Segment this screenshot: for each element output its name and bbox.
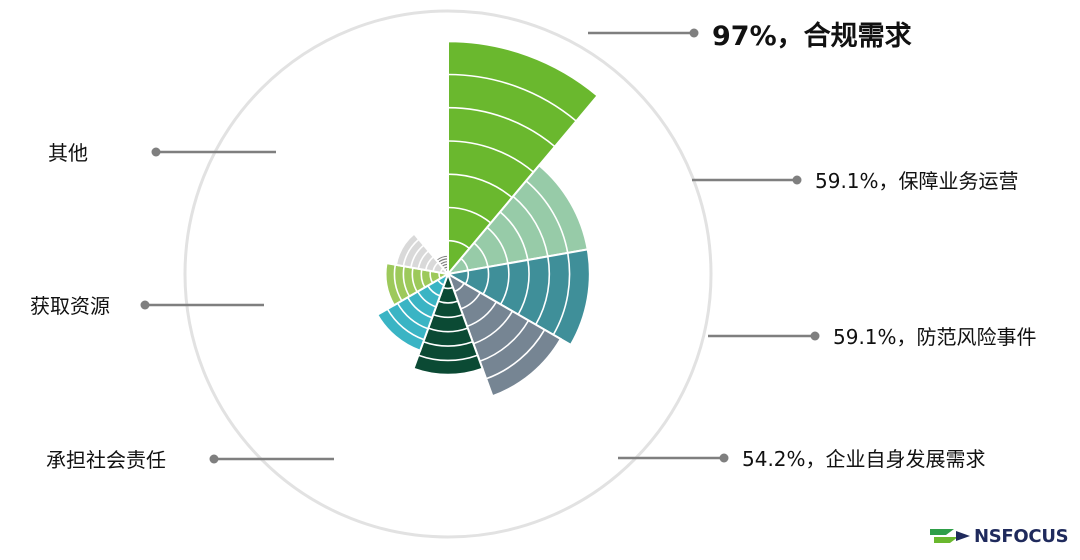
- outer-ring: [183, 9, 713, 539]
- label-1: 59.1%，保障业务运营: [815, 169, 1019, 193]
- sector-7-ring-5: [410, 244, 425, 268]
- sector-7: [394, 232, 451, 276]
- label-5: 获取资源: [30, 294, 110, 318]
- sector-5-ring-6: [386, 308, 425, 341]
- sector-2: [445, 248, 591, 347]
- sector-0-ring-4: [447, 140, 535, 173]
- sector-8-ring-5: [438, 259, 449, 265]
- sector-3-ring-4: [473, 310, 514, 345]
- label-0: 97%，合规需求: [712, 20, 912, 52]
- sector-8-ring-2: [443, 267, 449, 271]
- sector-3-ring-2: [460, 292, 481, 310]
- sector-1-ring-2: [473, 242, 489, 268]
- leader-dot-0: [689, 28, 699, 38]
- labels: 97%，合规需求 59.1%，保障业务运营 59.1%，防范风险事件 54.2%，企业…: [30, 20, 1037, 472]
- sector-1: [445, 163, 589, 276]
- sector-4: [412, 271, 484, 376]
- sector-8-ring-4: [440, 262, 449, 267]
- sector-4-ring-1: [442, 286, 454, 290]
- leader-lines: [140, 28, 820, 464]
- sector-8-ring-1: [445, 270, 449, 273]
- sector-3-ring-5: [479, 320, 530, 363]
- sector-8-ring-6: [436, 256, 449, 263]
- sector-7-ring-3: [424, 256, 435, 271]
- sector-5: [375, 271, 450, 352]
- sector-2-ring-2: [482, 266, 490, 295]
- sector-3-ring-3: [466, 301, 497, 328]
- sector-5-ring-5: [396, 302, 429, 330]
- sector-3: [446, 271, 563, 398]
- leader-dot-5: [140, 300, 150, 310]
- leader-dot-4: [209, 454, 219, 464]
- sector-6-ring-6: [393, 264, 403, 302]
- sector-3-ring-6: [485, 329, 546, 380]
- leader-dot-2: [810, 331, 820, 341]
- sector-6: [384, 262, 451, 307]
- sector-4-ring-5: [423, 340, 473, 347]
- sector-5-ring-4: [406, 296, 433, 319]
- logo-mark-icon: [930, 529, 970, 543]
- sector-2-ring-6: [552, 252, 571, 336]
- label-2: 59.1%，防范风险事件: [833, 325, 1037, 349]
- sector-4-ring-4: [428, 327, 468, 333]
- sector-1-ring-6: [525, 180, 569, 254]
- leader-dot-3: [719, 453, 729, 463]
- sector-7-ring-6: [402, 238, 420, 267]
- sector-1-ring-5: [512, 195, 549, 257]
- sector-2-ring-5: [535, 256, 551, 326]
- slices: [375, 40, 600, 398]
- sector-1-ring-4: [499, 211, 529, 261]
- logo-text: NSFOCUS: [974, 525, 1069, 547]
- sector-0-ring-2: [447, 206, 492, 224]
- leader-dot-1: [792, 175, 802, 185]
- sector-8-ring-3: [442, 264, 449, 269]
- sector-2-ring-3: [499, 263, 510, 305]
- label-4: 承担社会责任: [46, 448, 166, 472]
- nsfocus-logo: NSFOCUS: [928, 520, 1069, 552]
- sector-6-ring-5: [402, 266, 411, 297]
- sector-1-ring-3: [486, 226, 509, 264]
- sector-4-ring-3: [432, 313, 464, 319]
- sector-0-ring-5: [447, 106, 556, 148]
- sector-7-ring-4: [417, 250, 430, 269]
- sector-0-ring-3: [447, 173, 513, 199]
- sector-4-ring-6: [418, 354, 478, 362]
- label-6: 其他: [48, 141, 88, 165]
- label-3: 54.2%，企业自身发展需求: [742, 447, 986, 471]
- leader-dot-6: [151, 147, 161, 157]
- sector-2-ring-4: [517, 259, 530, 315]
- sector-0-ring-6: [447, 73, 577, 122]
- sector-0: [447, 40, 600, 277]
